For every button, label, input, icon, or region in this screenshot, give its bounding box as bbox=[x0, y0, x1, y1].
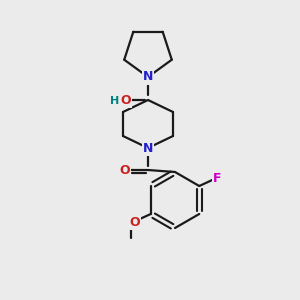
Text: H: H bbox=[110, 96, 120, 106]
Text: O: O bbox=[121, 94, 131, 106]
Text: N: N bbox=[143, 70, 153, 83]
Text: O: O bbox=[120, 164, 130, 176]
Text: F: F bbox=[213, 172, 221, 184]
Text: O: O bbox=[129, 215, 140, 229]
Text: N: N bbox=[143, 142, 153, 154]
